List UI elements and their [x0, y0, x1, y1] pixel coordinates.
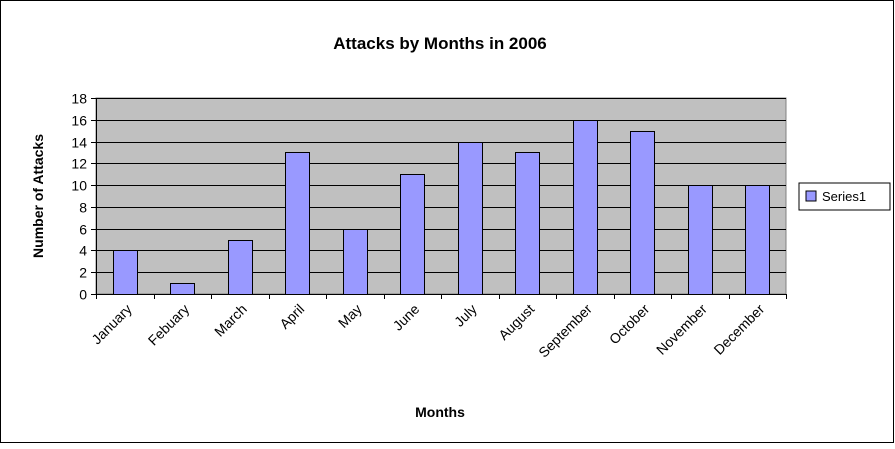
- bar-march: [228, 240, 253, 295]
- y-tick-label: 12: [71, 156, 87, 172]
- y-tick-label: 18: [71, 91, 87, 107]
- y-tick-label: 8: [79, 200, 87, 216]
- plot-area: [95, 97, 787, 295]
- bar-december: [745, 185, 770, 295]
- bar-october: [630, 131, 655, 295]
- y-tick-label: 14: [71, 135, 87, 151]
- y-tick-label: 2: [79, 265, 87, 281]
- legend: Series1: [798, 182, 891, 211]
- bar-april: [285, 152, 310, 295]
- axes: [91, 98, 787, 299]
- bar-may: [343, 229, 368, 295]
- y-axis-title: Number of Attacks: [30, 134, 46, 258]
- bar-august: [515, 152, 540, 295]
- bar-febuary: [170, 283, 195, 295]
- bar-november: [688, 185, 713, 295]
- bars: [113, 120, 770, 295]
- y-tick-label: 10: [71, 178, 87, 194]
- bar-september: [573, 120, 598, 295]
- bar-january: [113, 250, 138, 295]
- y-tick-labels: 0 2 4 6 8 10 12 14 16 18: [71, 91, 87, 303]
- gridlines: [96, 98, 786, 273]
- legend-label: Series1: [822, 189, 866, 204]
- legend-swatch: [805, 190, 817, 202]
- chart-title: Attacks by Months in 2006: [333, 34, 547, 53]
- y-tick-label: 4: [79, 243, 87, 259]
- y-tick-label: 6: [79, 222, 87, 238]
- x-axis-title: Months: [415, 404, 465, 420]
- bar-july: [458, 142, 483, 295]
- bar-june: [400, 174, 425, 295]
- y-tick-label: 0: [79, 287, 87, 303]
- y-tick-label: 16: [71, 113, 87, 129]
